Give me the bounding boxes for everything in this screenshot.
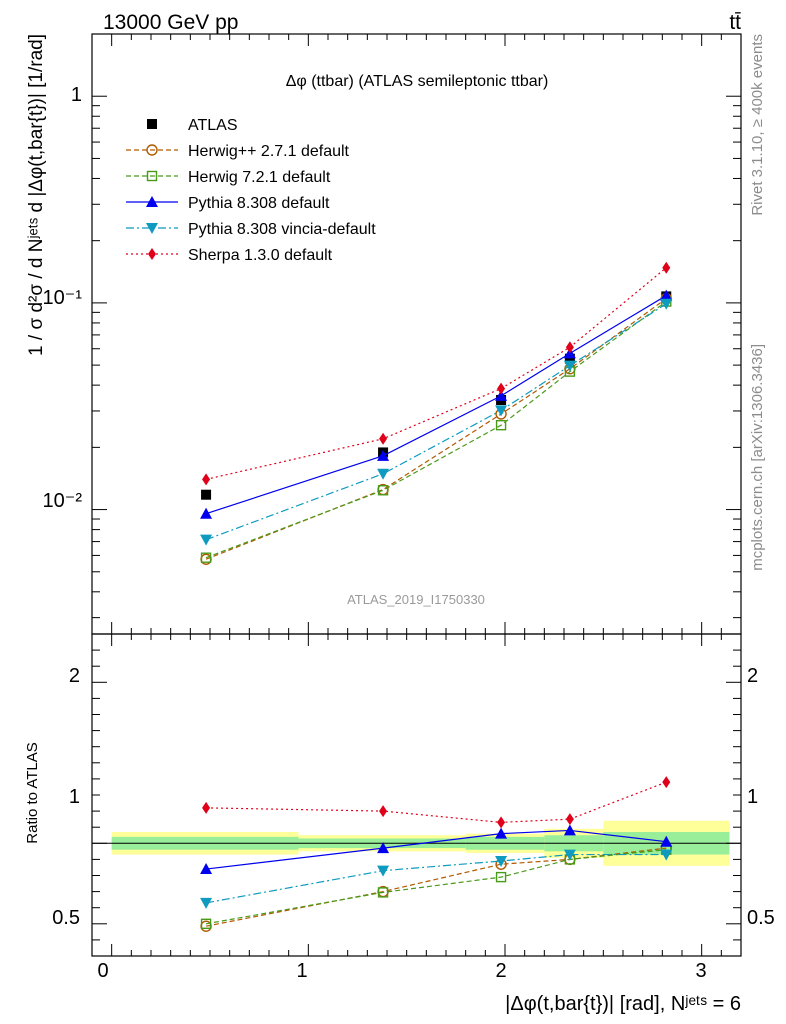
legend-label: Herwig 7.2.1 default — [188, 169, 331, 186]
legend-marker — [146, 144, 158, 156]
series-5 — [202, 261, 671, 829]
data-point — [660, 298, 673, 310]
legend-marker — [146, 170, 158, 182]
analysis-reference: ATLAS_2019_I1750330 — [347, 592, 485, 607]
x-tick-label: 2 — [495, 960, 506, 982]
series-line — [205, 267, 667, 480]
data-point — [564, 353, 575, 364]
x-axis-label: |Δφ(t,bar{t})| [rad], Nʲᵉᵗˢ = 6 — [505, 993, 741, 1015]
ratio-point — [563, 849, 576, 861]
ratio-panel-frame — [91, 633, 742, 957]
data-point — [201, 489, 212, 500]
ratio-point — [497, 816, 506, 829]
ratio-point — [377, 887, 389, 898]
ratio-tick-label: 1 — [747, 786, 758, 808]
ratio-point — [495, 827, 508, 839]
series-4 — [200, 298, 673, 909]
data-point — [495, 419, 507, 431]
series-line — [205, 301, 667, 559]
x-tick-label: 0 — [97, 960, 108, 982]
data-point — [495, 389, 508, 401]
data-point — [200, 534, 213, 546]
legend-label: Sherpa 1.3.0 default — [188, 247, 333, 264]
ratio-tick-label: 2 — [747, 665, 758, 687]
data-point — [202, 473, 211, 486]
data-point — [497, 382, 506, 395]
ratio-tick-label: 1 — [69, 786, 80, 808]
ratio-axis-label: Ratio to ATLAS — [24, 742, 41, 843]
ratio-point — [379, 805, 388, 818]
ratio-tick-label: 2 — [69, 665, 80, 687]
data-point — [200, 552, 212, 563]
ratio-point — [200, 863, 213, 875]
x-tick-label: 3 — [695, 960, 706, 982]
ratio-series-line — [205, 853, 667, 904]
rivet-version-label: Rivet 3.1.10, ≥ 400k events — [749, 34, 766, 216]
ratio-point — [377, 842, 390, 854]
ratio-series-line — [205, 849, 667, 925]
ratio-point — [662, 776, 671, 789]
data-point — [563, 360, 576, 372]
ratio-tick-label: 0.5 — [747, 907, 775, 929]
data-point — [377, 485, 389, 496]
x-tick-label: 1 — [296, 960, 307, 982]
legend-marker — [147, 119, 157, 129]
ratio-point — [202, 801, 211, 814]
legend-marker — [146, 196, 158, 207]
data-point — [377, 449, 390, 461]
y-tick-label: 10⁻¹ — [43, 287, 83, 309]
process-label: tt̄ — [729, 11, 741, 34]
legend-label: Pythia 8.308 vincia-default — [188, 221, 376, 238]
data-point — [660, 289, 673, 301]
axis-ticks — [92, 33, 741, 957]
ratio-point — [565, 813, 574, 826]
legend-label: Pythia 8.308 default — [188, 195, 330, 212]
energy-label: 13000 GeV pp — [103, 11, 238, 34]
legend: ATLAS Herwig++ 2.7.1 default Herwig 7.2.1 … — [126, 117, 376, 264]
data-point — [495, 405, 508, 417]
data-point — [200, 507, 213, 519]
data-point — [565, 341, 574, 354]
legend-label: ATLAS — [188, 117, 238, 134]
ratio-point — [660, 849, 673, 861]
series-3 — [200, 289, 673, 875]
y-tick-label: 1 — [71, 84, 82, 106]
ratio-tick-labels: 0.5 1 2 0.5 1 2 — [52, 665, 775, 929]
x-tick-labels: 0 1 2 3 — [97, 960, 706, 982]
legend-label: Herwig++ 2.7.1 default — [188, 143, 350, 160]
data-point — [379, 432, 388, 445]
mcplots-reference-label: mcplots.cern.ch [arXiv:1306.3436] — [749, 344, 766, 571]
legend-marker — [148, 248, 156, 260]
plot-title: Δφ (ttbar) (ATLAS semileptonic ttbar) — [286, 73, 549, 90]
legend-marker — [146, 223, 158, 234]
main-tick-labels: 10⁻² 10⁻¹ 1 — [43, 84, 83, 512]
ratio-point — [563, 824, 576, 836]
ratio-point — [200, 918, 212, 929]
ratio-tick-label: 0.5 — [52, 907, 80, 929]
data-point — [377, 468, 390, 480]
ratio-point — [495, 856, 508, 868]
data-series — [200, 261, 673, 932]
y-tick-label: 10⁻² — [43, 490, 83, 512]
y-axis-label: 1 / σ d²σ / d Nʲᵉᵗˢ d |Δφ(t,bar{t})| [1/… — [26, 34, 47, 356]
ratio-point — [495, 871, 507, 883]
ratio-point — [660, 835, 673, 847]
data-point — [662, 261, 671, 274]
ratio-point — [377, 865, 390, 877]
ratio-point — [200, 897, 213, 909]
